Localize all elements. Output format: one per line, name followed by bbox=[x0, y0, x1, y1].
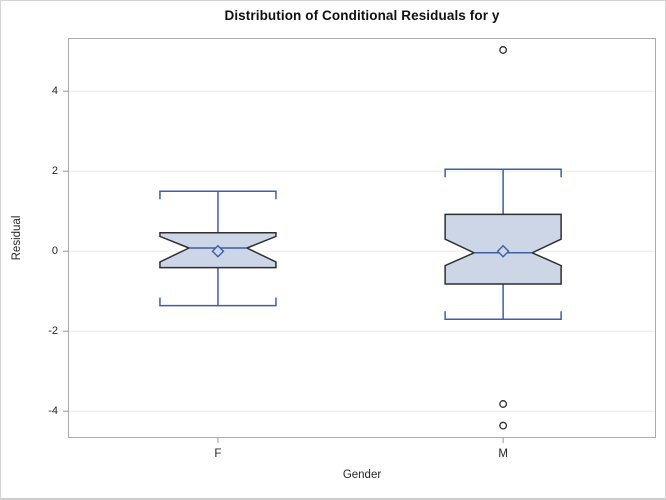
outlier-point bbox=[499, 400, 508, 408]
x-tick-label: M bbox=[498, 448, 508, 460]
axis-ticks bbox=[63, 90, 504, 443]
chart-title: Distribution of Conditional Residuals fo… bbox=[224, 8, 500, 23]
box-M bbox=[444, 46, 562, 430]
upper-whisker-cap bbox=[159, 190, 277, 200]
lower-whisker-cap bbox=[444, 311, 562, 320]
y-tick-label: 4 bbox=[51, 85, 58, 98]
y-tick-label: -2 bbox=[48, 325, 58, 338]
y-tick-label: 2 bbox=[51, 165, 58, 178]
mean-diamond-marker bbox=[496, 244, 510, 258]
outlier-point bbox=[499, 421, 508, 430]
y-axis-title: Residual bbox=[11, 215, 23, 261]
plot-frame bbox=[68, 38, 656, 438]
lower-whisker-cap bbox=[159, 297, 277, 307]
x-tick-label: F bbox=[214, 448, 222, 460]
outlier-point bbox=[499, 46, 508, 54]
y-tick-label: 0 bbox=[51, 245, 58, 258]
upper-whisker-cap bbox=[444, 168, 562, 178]
box-F bbox=[159, 190, 277, 307]
x-axis-title: Gender bbox=[342, 469, 382, 481]
gridlines bbox=[69, 90, 655, 412]
mean-diamond-marker bbox=[211, 244, 225, 258]
y-tick-label: -4 bbox=[48, 405, 58, 418]
